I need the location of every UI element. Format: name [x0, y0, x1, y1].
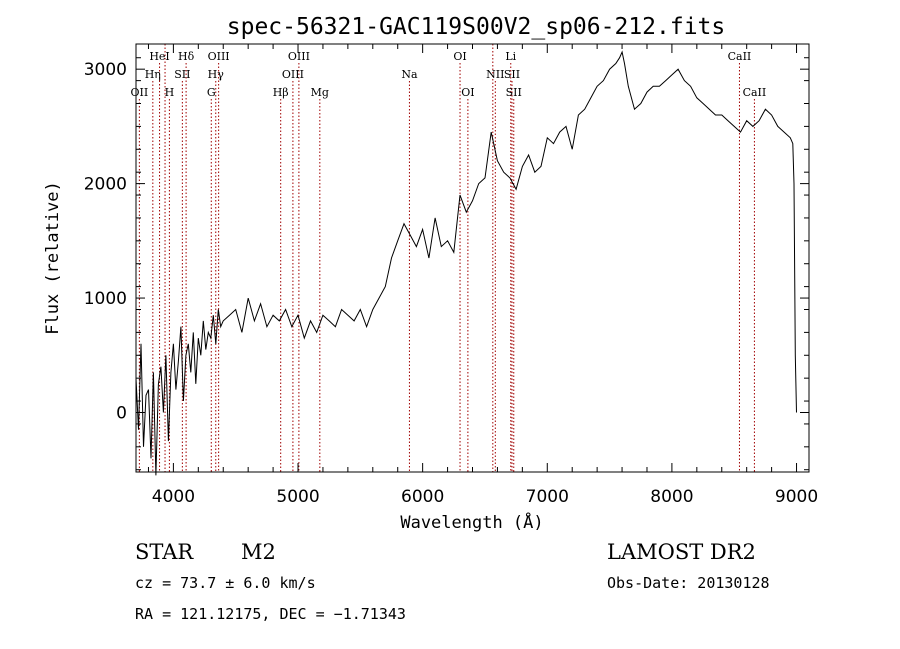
line-label: OII: [131, 86, 149, 99]
emission-line-labels: OII Hη HeI H SII Hδ G Hγ OIII Hβ OIII OIII Mg Na OI OI N…: [131, 50, 767, 99]
plot-area: [135, 50, 797, 476]
line-label: OIII: [288, 50, 310, 63]
y-tick-label: 2000: [84, 175, 127, 195]
x-axis-label: Wavelength (Å): [400, 511, 543, 533]
chart-title: spec-56321-GAC119S00V2_sp06-212.fits: [227, 14, 726, 40]
line-label: OIII: [282, 68, 304, 81]
line-label: HeI: [149, 50, 169, 63]
line-label: SII: [504, 68, 520, 81]
y-axis: 0 1000 2000 3000: [84, 57, 809, 471]
line-label: Na: [401, 68, 418, 81]
survey-name: LAMOST DR2: [607, 540, 756, 564]
spectrum-line: [135, 50, 797, 476]
y-tick-label: 3000: [84, 60, 127, 80]
line-label: SII: [506, 86, 522, 99]
object-type: STAR: [135, 540, 194, 564]
y-tick-label: 1000: [84, 289, 127, 309]
line-label: CaII: [743, 86, 767, 99]
line-label: Mg: [311, 86, 329, 99]
line-label: OI: [461, 86, 474, 99]
line-label: SII: [174, 68, 190, 81]
line-label: CaII: [728, 50, 752, 63]
line-label: OIII: [208, 50, 230, 63]
x-axis: 4000 5000 6000 7000 8000 9000: [147, 44, 818, 507]
x-tick-label: 8000: [650, 487, 693, 507]
redshift-cz: cz = 73.7 ± 6.0 km/s: [135, 574, 316, 592]
emission-line-markers: [138, 44, 755, 472]
line-label: OI: [453, 50, 466, 63]
x-tick-label: 5000: [276, 487, 319, 507]
x-tick-label: 4000: [152, 487, 195, 507]
ra-dec: RA = 121.12175, DEC = −1.71343: [135, 605, 406, 623]
object-subclass: M2: [241, 540, 276, 564]
x-tick-label: 7000: [526, 487, 569, 507]
line-label: Hδ: [178, 50, 195, 63]
line-label: NII: [486, 68, 504, 81]
line-label: Hγ: [208, 68, 225, 81]
line-label: Hη: [145, 68, 161, 81]
x-tick-label: 9000: [775, 487, 818, 507]
line-label: G: [207, 86, 216, 99]
line-label: Li: [505, 50, 516, 63]
line-label: Hβ: [273, 86, 289, 99]
x-tick-label: 6000: [401, 487, 444, 507]
y-axis-label: Flux (relative): [43, 181, 63, 335]
observation-date: Obs-Date: 20130128: [607, 574, 770, 592]
y-tick-label: 0: [116, 403, 127, 423]
line-label: H: [165, 86, 175, 99]
